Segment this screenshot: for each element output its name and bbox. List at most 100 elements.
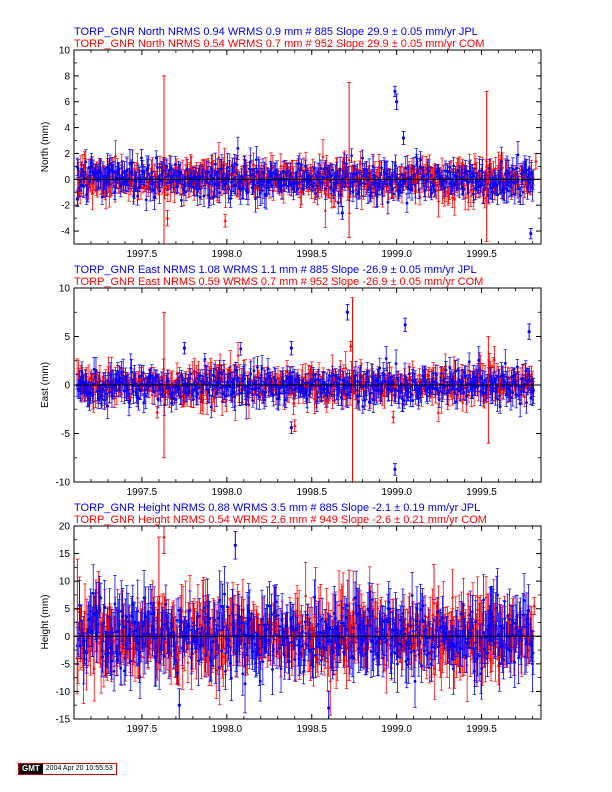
north-point-jpl bbox=[94, 175, 98, 179]
north-point-jpl bbox=[206, 170, 210, 174]
north-point-jpl bbox=[338, 167, 342, 171]
north-point-jpl bbox=[441, 182, 445, 186]
north-outlier-point bbox=[75, 197, 79, 201]
north-point-jpl bbox=[424, 180, 428, 184]
north-point-jpl bbox=[158, 189, 162, 193]
north-ytick-label: 10 bbox=[59, 46, 71, 57]
north-point-jpl bbox=[134, 180, 138, 183]
east-data-marks bbox=[74, 297, 541, 482]
panel-east: TORP_GNR East NRMS 1.08 WRMS 1.1 mm # 88… bbox=[40, 264, 542, 498]
north-point-jpl bbox=[386, 200, 390, 204]
north-xtick-label: 1997.5 bbox=[127, 249, 158, 260]
north-point-jpl bbox=[249, 174, 253, 177]
north-outlier-point bbox=[347, 157, 351, 162]
north-point-jpl bbox=[416, 169, 420, 173]
north-point-jpl bbox=[248, 160, 252, 164]
north-point-jpl bbox=[380, 166, 383, 170]
north-point-jpl bbox=[101, 175, 105, 178]
north-series-jpl bbox=[75, 136, 535, 215]
north-point-jpl bbox=[472, 192, 475, 196]
north-point-com bbox=[417, 174, 421, 178]
north-point-jpl bbox=[292, 188, 295, 191]
east-point-com bbox=[113, 396, 117, 400]
north-point-com bbox=[147, 184, 151, 188]
north-point-jpl bbox=[517, 187, 521, 191]
north-point-com bbox=[166, 192, 170, 196]
north-outlier-point bbox=[529, 232, 533, 236]
north-point-jpl bbox=[220, 166, 224, 170]
north-point-jpl bbox=[202, 194, 206, 198]
north-outlier-point bbox=[534, 159, 538, 163]
north-point-jpl bbox=[122, 183, 126, 186]
east-title-jpl: TORP_GNR East NRMS 1.08 WRMS 1.1 mm # 88… bbox=[74, 264, 477, 276]
north-point-jpl bbox=[462, 188, 466, 191]
north-point-jpl bbox=[531, 186, 534, 190]
north-point-jpl bbox=[332, 182, 336, 186]
north-outlier-point bbox=[165, 216, 170, 220]
north-point-jpl bbox=[148, 187, 152, 190]
north-point-jpl bbox=[525, 168, 528, 172]
north-point-com bbox=[450, 195, 454, 199]
north-point-jpl bbox=[457, 169, 461, 173]
north-point-jpl bbox=[240, 174, 243, 178]
north-point-com bbox=[251, 162, 256, 166]
north-point-com bbox=[483, 196, 487, 200]
north-point-jpl bbox=[417, 188, 421, 192]
north-point-jpl bbox=[329, 185, 333, 189]
north-point-jpl bbox=[309, 175, 313, 179]
north-point-jpl bbox=[351, 190, 355, 194]
north-point-jpl bbox=[86, 188, 90, 191]
north-point-jpl bbox=[195, 182, 199, 186]
north-point-jpl bbox=[121, 171, 124, 175]
north-point-com bbox=[321, 154, 325, 158]
north-point-jpl bbox=[159, 179, 163, 183]
north-point-jpl bbox=[105, 181, 109, 184]
north-point-jpl bbox=[171, 179, 175, 183]
north-point-com bbox=[164, 186, 168, 190]
north-point-com bbox=[518, 168, 522, 172]
north-point-jpl bbox=[342, 161, 346, 165]
north-point-jpl bbox=[394, 175, 398, 178]
north-point-jpl bbox=[227, 187, 230, 191]
north-point-jpl bbox=[505, 169, 509, 173]
north-point-jpl bbox=[229, 197, 232, 201]
north-point-com bbox=[323, 208, 327, 212]
north-point-jpl bbox=[226, 165, 229, 169]
north-point-jpl bbox=[78, 180, 82, 183]
north-xtick-label: 1998.0 bbox=[212, 249, 243, 260]
north-point-jpl bbox=[230, 164, 234, 167]
north-point-jpl bbox=[507, 172, 511, 175]
north-point-com bbox=[453, 196, 457, 200]
north-point-jpl bbox=[276, 182, 280, 186]
north-point-jpl bbox=[80, 167, 83, 171]
north-point-jpl bbox=[246, 190, 250, 194]
north-point-com bbox=[436, 199, 441, 203]
north-point-jpl bbox=[112, 170, 116, 174]
north-point-jpl bbox=[350, 154, 354, 158]
east-point-com bbox=[93, 389, 97, 393]
north-point-jpl bbox=[175, 174, 179, 178]
north-point-com bbox=[359, 161, 363, 164]
north-point-jpl bbox=[191, 185, 195, 189]
north-point-jpl bbox=[442, 187, 446, 191]
north-point-jpl bbox=[257, 170, 260, 173]
north-point-jpl bbox=[154, 156, 158, 160]
north-point-jpl bbox=[258, 191, 262, 195]
north-point-jpl bbox=[300, 163, 303, 167]
north-point-jpl bbox=[520, 172, 524, 176]
north-point-jpl bbox=[222, 172, 225, 176]
north-point-com bbox=[501, 165, 505, 169]
north-point-jpl bbox=[394, 164, 397, 167]
north-point-jpl bbox=[521, 190, 525, 194]
east-point-com bbox=[228, 364, 232, 368]
north-title-jpl: TORP_GNR North NRMS 0.94 WRMS 0.9 mm # 8… bbox=[74, 26, 478, 38]
north-point-jpl bbox=[210, 167, 213, 171]
north-point-jpl bbox=[184, 190, 188, 194]
north-point-jpl bbox=[414, 155, 418, 159]
east-point-com bbox=[192, 368, 196, 372]
north-point-jpl bbox=[410, 188, 414, 191]
north-point-jpl bbox=[128, 162, 132, 166]
north-point-jpl bbox=[405, 201, 409, 205]
north-point-jpl bbox=[288, 173, 292, 177]
